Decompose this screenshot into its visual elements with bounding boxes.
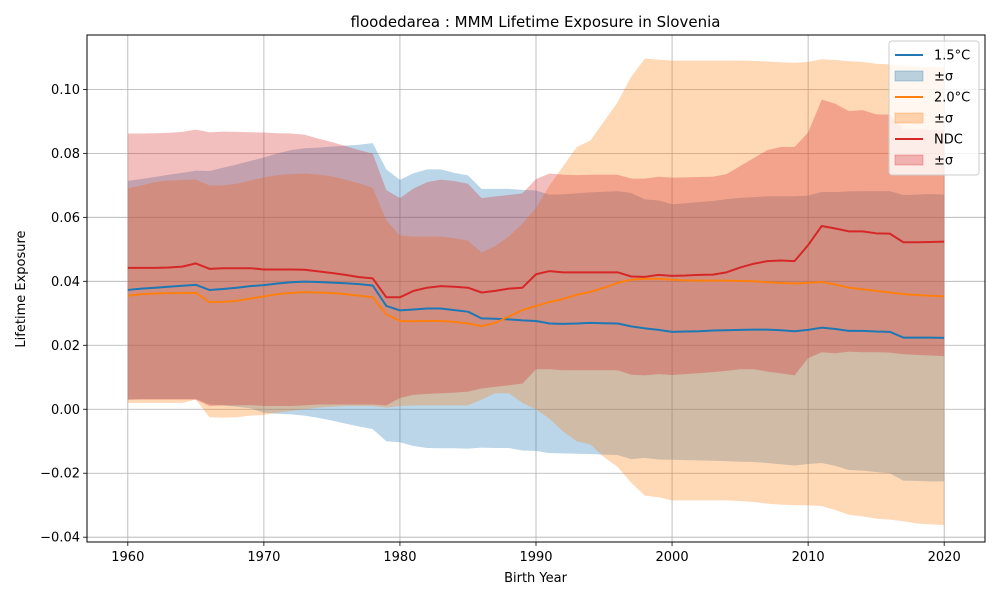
legend-band-swatch bbox=[894, 112, 924, 124]
y-tick-label: 0.06 bbox=[51, 211, 80, 226]
x-tick-label: 1970 bbox=[247, 550, 280, 565]
x-tick-label: 1980 bbox=[383, 550, 416, 565]
y-tick-label: 0.10 bbox=[51, 83, 80, 98]
band-0 bbox=[127, 143, 945, 482]
x-axis-label: Birth Year bbox=[504, 571, 568, 586]
legend-band-swatch bbox=[894, 70, 924, 82]
y-tick-label: −0.02 bbox=[40, 467, 80, 482]
series-line-0 bbox=[127, 280, 945, 339]
y-tick-label: 0.00 bbox=[51, 403, 80, 418]
x-tick-label: 2000 bbox=[656, 550, 689, 565]
band-layer bbox=[127, 58, 945, 526]
legend-label: 1.5°C bbox=[934, 49, 970, 64]
legend: 1.5°C ±σ 2.0°C ±σ NDC ±σ bbox=[888, 40, 980, 176]
tick-layer: 1960 1970 1980 1990 2000 2010 2020 −0.04 −0.02 0.… bbox=[40, 83, 961, 565]
x-tick-label: 2020 bbox=[928, 550, 961, 565]
y-axis-label: Lifetime Exposure bbox=[14, 230, 29, 347]
legend-band-label: ±σ bbox=[934, 112, 953, 127]
legend-box bbox=[888, 40, 980, 176]
legend-band-label: ±σ bbox=[934, 70, 953, 85]
grid-layer bbox=[87, 35, 985, 542]
legend-label: NDC bbox=[934, 133, 963, 148]
legend-band-label: ±σ bbox=[934, 154, 953, 169]
x-tick-label: 1960 bbox=[111, 550, 144, 565]
band-1 bbox=[127, 58, 945, 526]
line-layer bbox=[127, 224, 945, 339]
legend-band-swatch bbox=[894, 154, 924, 166]
series-line-2 bbox=[127, 224, 945, 299]
legend-label: 2.0°C bbox=[934, 91, 970, 106]
series-line-1 bbox=[127, 277, 945, 328]
x-tick-label: 2010 bbox=[792, 550, 825, 565]
y-tick-label: 0.08 bbox=[51, 147, 80, 162]
chart-title: floodedarea : MMM Lifetime Exposure in S… bbox=[351, 13, 721, 31]
y-tick-label: 0.02 bbox=[51, 339, 80, 354]
y-tick-label: 0.04 bbox=[51, 275, 80, 290]
x-tick-label: 1990 bbox=[519, 550, 552, 565]
y-tick-label: −0.04 bbox=[40, 531, 80, 546]
